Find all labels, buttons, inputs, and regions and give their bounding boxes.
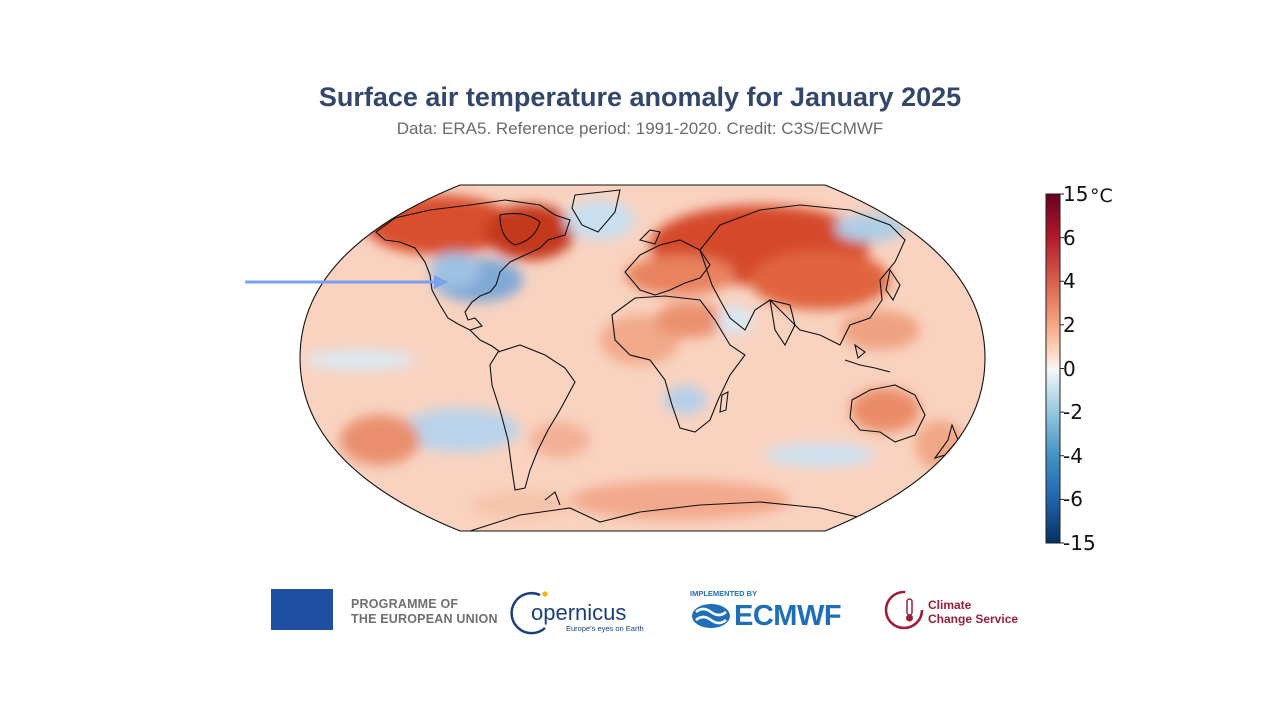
ccs-line2: Change Service [928,612,1019,626]
copernicus-wordmark: opernicus [531,600,627,625]
anomaly-field [300,185,985,531]
colorbar [1045,193,1061,544]
copernicus-tagline: Europe's eyes on Earth [566,624,644,633]
colorbar-label: 4 [1063,269,1076,294]
colorbar-label: 15 [1063,182,1089,206]
eu-programme-text: PROGRAMME OF THE EUROPEAN UNION [351,597,498,627]
ecmwf-wordmark: ECMWF [734,600,842,632]
copernicus-swoosh-icon [510,591,546,635]
colorbar-label: 6 [1063,225,1076,250]
ccs-wordmark: Climate Change Service [928,598,1018,626]
colorbar-label: 0 [1063,356,1076,381]
eu-text-line1: PROGRAMME OF [351,597,459,611]
eu-flag-logo [271,589,333,630]
annotation-arrow [245,275,448,289]
ecmwf-symbol-icon [692,604,730,628]
coastlines [375,189,959,531]
map-title: Surface air temperature anomaly for Janu… [318,82,962,112]
copernicus-dot-icon [542,591,548,597]
colorbar-label: -6 [1063,487,1083,512]
map-subtitle: Data: ERA5. Reference period: 1991-2020.… [396,119,884,138]
colorbar-label: -15 [1063,531,1096,555]
globe-outline [299,184,986,532]
colorbar-unit: °C [1090,185,1113,207]
colorbar-label: -2 [1063,400,1083,425]
colorbar-label: -4 [1063,443,1083,468]
ecmwf-implemented-by: IMPLEMENTED BY [690,589,758,598]
colorbar-ticks [1060,193,1064,544]
colorbar-label: 2 [1063,312,1076,337]
ccs-thermometer-icon [884,590,924,630]
eu-text-line2: THE EUROPEAN UNION [351,612,498,626]
ccs-line1: Climate [928,598,972,612]
